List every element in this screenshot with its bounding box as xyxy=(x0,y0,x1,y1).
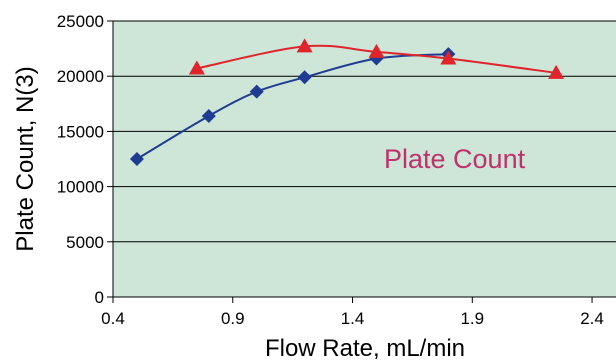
data-point-diamond xyxy=(129,152,144,166)
series-line-diamond xyxy=(136,53,449,160)
data-point-triangle xyxy=(548,64,565,79)
y-tick-label: 10000 xyxy=(57,178,104,197)
x-tick-label: 2.4 xyxy=(580,309,604,328)
x-axis-title: Flow Rate, mL/min xyxy=(265,335,465,362)
y-tick-label: 20000 xyxy=(57,67,104,86)
data-point-triangle xyxy=(188,60,205,75)
annotation-plate-count: Plate Count xyxy=(384,144,526,174)
data-point-diamond xyxy=(201,108,216,123)
series-layer xyxy=(129,38,565,166)
y-tick-label: 5000 xyxy=(66,233,104,252)
x-tick-label: 1.4 xyxy=(341,309,365,328)
y-tick-label: 15000 xyxy=(57,122,104,141)
data-point-diamond xyxy=(297,70,312,85)
y-tick-label: 25000 xyxy=(57,12,104,31)
data-point-diamond xyxy=(249,84,264,99)
x-axis-ticks: 0.4 0.9 1.4 1.9 2.4 xyxy=(101,297,604,328)
data-point-triangle xyxy=(368,43,385,58)
grid-lines xyxy=(113,20,616,243)
data-point-triangle xyxy=(440,50,457,65)
plot-area xyxy=(113,21,616,297)
x-tick-label: 0.4 xyxy=(101,309,125,328)
y-tick-label: 0 xyxy=(95,288,104,307)
y-axis-ticks: 0 5000 10000 15000 20000 25000 xyxy=(57,12,113,307)
data-point-triangle xyxy=(296,38,313,53)
y-axis-title: Plate Count, N(3) xyxy=(12,66,39,251)
x-tick-label: 1.9 xyxy=(460,309,484,328)
x-tick-label: 0.9 xyxy=(221,309,245,328)
